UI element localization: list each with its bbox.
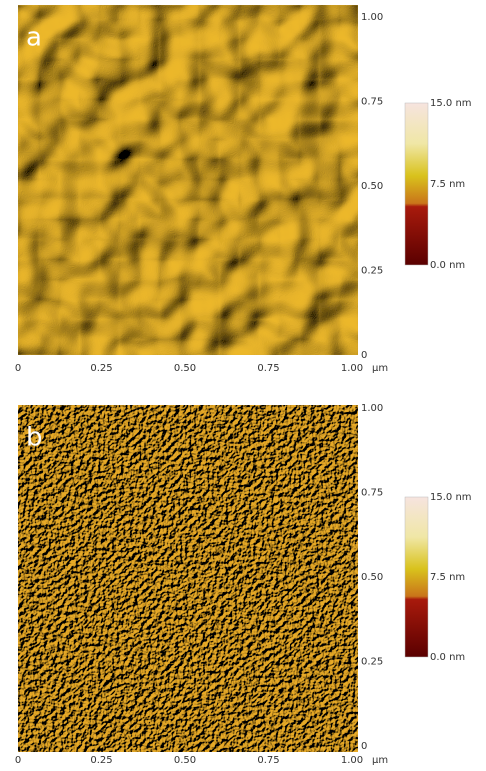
y-tick-label: 0.75 <box>361 488 383 499</box>
panel-label: b <box>26 423 43 453</box>
y-tick-label: 0.50 <box>361 572 383 583</box>
y-tick-label: 1.00 <box>361 403 383 414</box>
afm-texture <box>18 5 358 355</box>
x-tick-label: 0.50 <box>174 755 196 766</box>
x-tick-label: 1.00 <box>341 363 363 374</box>
colorbar-label: 15.0 nm <box>430 492 472 503</box>
unit-label: µm <box>372 755 388 766</box>
unit-label: µm <box>372 363 388 374</box>
y-tick-label: 0.75 <box>361 97 383 108</box>
panel-label: a <box>26 23 42 53</box>
afm-texture <box>18 405 358 752</box>
figure: a 0 0.25 0.50 0.75 1.00 µm 1.00 0.75 0.50 0.25 0 15.… <box>0 0 486 767</box>
colorbar-label: 0.0 nm <box>430 652 465 663</box>
colorbar-label: 7.5 nm <box>430 572 465 583</box>
y-tick-label: 0.50 <box>361 181 383 192</box>
x-tick-label: 0.25 <box>90 363 112 374</box>
x-tick-label: 1.00 <box>341 755 363 766</box>
y-tick-label: 0.25 <box>361 266 383 277</box>
colorbar-label: 15.0 nm <box>430 98 472 109</box>
x-tick-label: 0.75 <box>257 755 279 766</box>
colorbar <box>405 497 428 657</box>
y-tick-label: 0.25 <box>361 657 383 668</box>
colorbar-label: 7.5 nm <box>430 179 465 190</box>
y-tick-label: 1.00 <box>361 12 383 23</box>
y-tick-label: 0 <box>361 350 367 361</box>
colorbar-label: 0.0 nm <box>430 260 465 271</box>
x-tick-label: 0.25 <box>90 755 112 766</box>
x-tick-label: 0 <box>15 755 21 766</box>
x-tick-label: 0.50 <box>174 363 196 374</box>
x-tick-label: 0.75 <box>257 363 279 374</box>
x-tick-label: 0 <box>15 363 21 374</box>
colorbar <box>405 103 428 265</box>
y-tick-label: 0 <box>361 741 367 752</box>
